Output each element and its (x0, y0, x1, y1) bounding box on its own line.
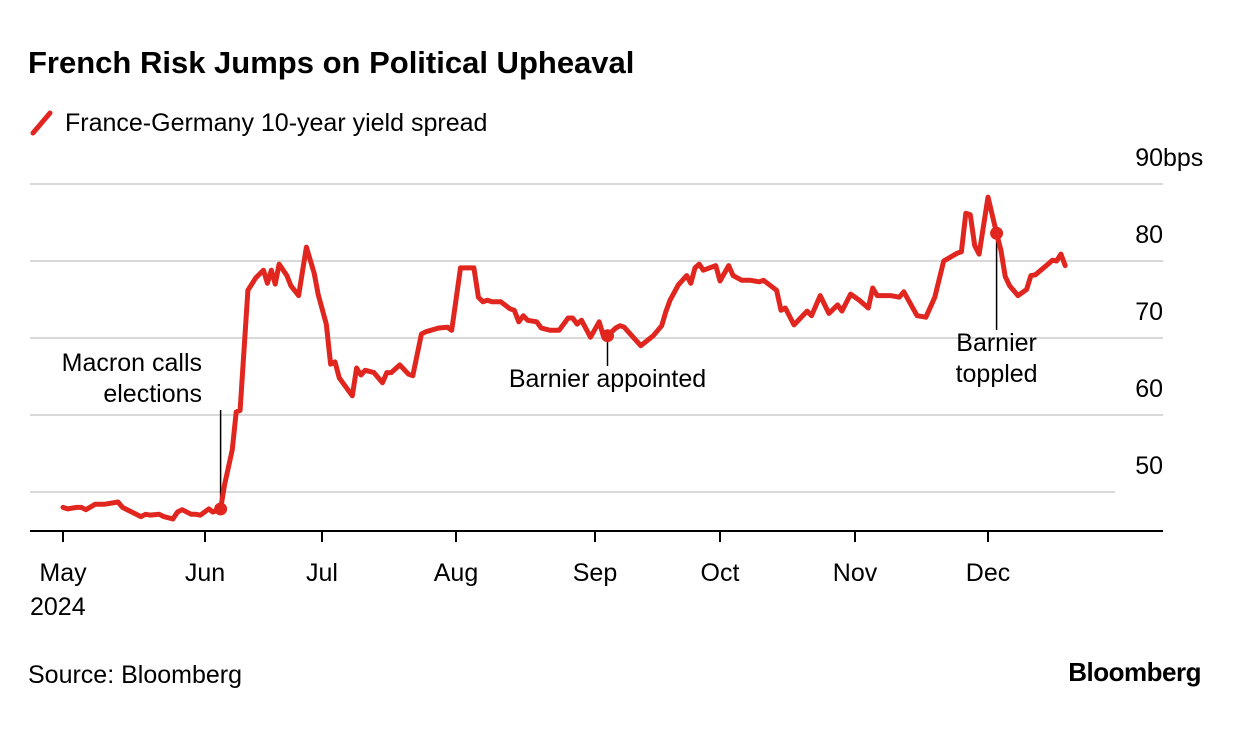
annotation-label: Barnier (956, 329, 1037, 357)
gridlines (30, 183, 1163, 493)
annotation-dot (214, 502, 228, 516)
x-tick-label: Oct (701, 559, 740, 587)
x-tick-label: May (39, 559, 87, 587)
annotation-dot (990, 226, 1004, 240)
y-axis-labels: bps 50 60 70 80 90 (1135, 144, 1203, 480)
x-tick-label: Nov (833, 559, 878, 587)
y-tick-label: 60 (1135, 375, 1163, 403)
annotation-label: Barnier appointed (509, 365, 706, 393)
x-axis: May Jun Jul Aug Sep Oct Nov Dec (39, 531, 1010, 587)
annotation-label: elections (103, 380, 202, 408)
x-tick-label: Aug (434, 559, 478, 587)
series-line (60, 194, 1068, 522)
bloomberg-logo: Bloomberg (1068, 657, 1201, 687)
y-tick-label: 70 (1135, 298, 1163, 326)
annotation-label: toppled (956, 360, 1038, 388)
annotation-dots (214, 226, 1004, 516)
x-tick-label: Dec (966, 559, 1010, 587)
source-note: Source: Bloomberg (28, 661, 242, 689)
legend: France-Germany 10-year yield spread (30, 109, 487, 137)
y-tick-label: 50 (1135, 452, 1163, 480)
legend-label: France-Germany 10-year yield spread (65, 109, 487, 137)
x-tick-label: Sep (573, 559, 617, 587)
x-axis-year-label: 2024 (30, 593, 86, 621)
annotations: Macron calls elections Barnier appointed Ba… (62, 233, 1038, 508)
annotation-dot (601, 329, 614, 343)
x-tick-label: Jun (185, 559, 225, 587)
x-tick-label: Jul (306, 559, 338, 587)
legend-swatch (30, 110, 53, 136)
annotation-label: Macron calls (62, 349, 202, 377)
chart-title: French Risk Jumps on Political Upheaval (28, 45, 634, 80)
y-axis-unit: bps (1163, 144, 1203, 172)
y-tick-label: 80 (1135, 221, 1163, 249)
y-tick-label: 90 (1135, 144, 1163, 172)
